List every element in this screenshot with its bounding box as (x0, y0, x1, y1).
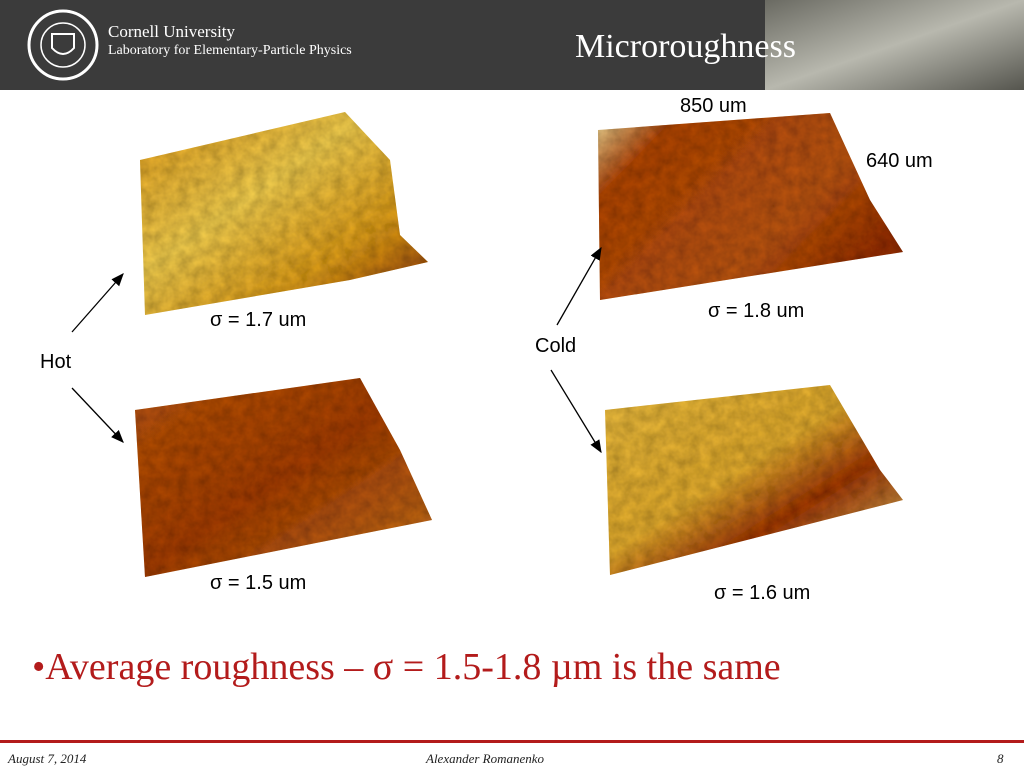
footer-author: Alexander Romanenko (426, 751, 545, 766)
surface-image (135, 378, 432, 577)
logo (27, 9, 99, 81)
dimension-label: 850 um (680, 95, 747, 117)
surface-image (605, 385, 903, 575)
logo-shield (51, 33, 75, 55)
arrow (71, 387, 124, 443)
header-image (765, 0, 1024, 90)
logo-inner (40, 22, 86, 68)
slide-title: Microroughness (575, 28, 796, 65)
arrow (556, 246, 602, 326)
footer-rule (0, 740, 1024, 743)
arrow (71, 273, 124, 333)
dimension-label: 640 um (866, 150, 933, 172)
footer-date: August 7, 2014 (8, 751, 87, 766)
surface-image (140, 112, 428, 315)
group-label: Hot (40, 351, 72, 373)
footer-page: 8 (997, 751, 1004, 766)
sigma-label: σ = 1.6 um (714, 582, 811, 604)
sigma-label: σ = 1.8 um (708, 300, 805, 322)
bullet-text: •Average roughness – σ = 1.5-1.8 µm is t… (32, 646, 781, 688)
university-name: Cornell University (108, 22, 236, 41)
group-label: Cold (535, 335, 577, 357)
arrow (550, 369, 602, 454)
sigma-label: σ = 1.7 um (210, 309, 307, 331)
lab-name: Laboratory for Elementary-Particle Physi… (108, 43, 352, 58)
sigma-label: σ = 1.5 um (210, 572, 307, 594)
surface-image (598, 113, 903, 300)
